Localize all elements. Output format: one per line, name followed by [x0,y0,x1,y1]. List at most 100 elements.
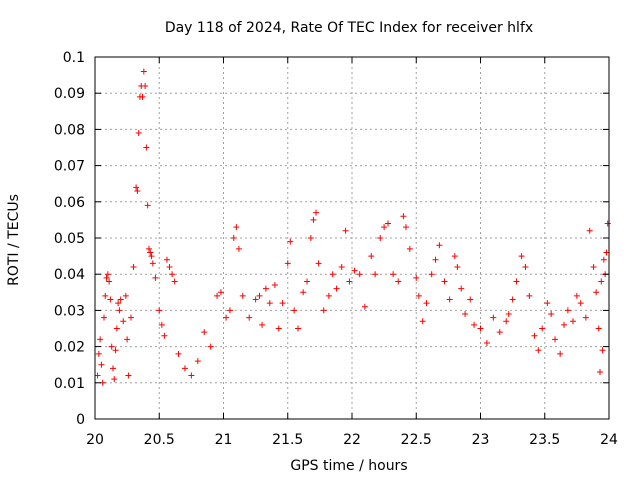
data-point [279,300,286,307]
data-point [320,307,327,314]
data-point [194,358,201,365]
data-point [166,263,173,270]
data-point [291,307,298,314]
data-point [451,253,458,260]
data-point [169,271,176,278]
y-tick-label: 0.1 [63,50,85,66]
data-point [329,271,336,278]
data-point [413,274,420,281]
data-point [535,347,542,354]
data-point [235,245,242,252]
data-point [406,245,413,252]
data-point [130,263,137,270]
data-point [490,314,497,321]
data-point [214,292,221,299]
data-point [544,300,551,307]
data-point [97,336,104,343]
data-point [144,202,151,209]
data-point [188,372,195,379]
data-point [233,224,240,231]
data-point [548,311,555,318]
data-point [446,296,453,303]
data-point [570,318,577,325]
data-point [595,325,602,332]
data-point [112,347,119,354]
data-point [140,68,147,75]
data-point [239,292,246,299]
data-point [361,303,368,310]
data-point [381,224,388,231]
y-tick-label: 0.09 [54,86,85,102]
data-point [597,368,604,375]
data-point [287,238,294,245]
data-point [124,336,131,343]
data-point [181,365,188,372]
y-axis-label: ROTI / TECUs [6,194,22,286]
data-point [117,296,124,303]
data-point [503,318,510,325]
data-point [313,209,320,216]
data-point [384,220,391,227]
data-point [400,213,407,220]
x-tick-label: 20 [86,432,104,448]
data-point [496,329,503,336]
data-point [428,271,435,278]
data-point [573,292,580,299]
data-point [577,300,584,307]
data-point [526,292,533,299]
data-point [462,311,469,318]
data-point [509,296,516,303]
data-point [109,365,116,372]
data-point [419,318,426,325]
data-point [175,350,182,357]
x-tick-label: 22.5 [401,432,432,448]
data-point [108,343,115,350]
data-point [395,278,402,285]
data-point [113,325,120,332]
data-point [139,93,146,100]
data-point [148,253,155,260]
data-point [338,263,345,270]
data-point [513,278,520,285]
axis-ticks [94,56,610,420]
y-tick-label: 0.04 [54,267,85,283]
data-point [252,296,259,303]
data-point [483,339,490,346]
data-point [256,292,263,299]
data-point [207,343,214,350]
data-point [590,263,597,270]
y-tick-labels: 0 0.01 0.02 0.03 0.04 0.05 0.06 0.07 0.08 0.09 0.1 [54,50,85,428]
data-point [107,296,114,303]
data-point [441,278,448,285]
data-point [603,249,610,256]
x-tick-labels: 20 20.5 21 21.5 22 22.5 23 23.5 24 [86,432,618,448]
y-tick-label: 0 [76,412,85,428]
data-point [149,260,156,267]
data-point [531,332,538,339]
chart-title: Day 118 of 2024, Rate Of TEC Index for r… [165,20,533,36]
data-point [102,292,109,299]
data-point [158,321,165,328]
data-point [163,256,170,263]
data-point [246,314,253,321]
data-point [604,220,611,227]
data-point [377,235,384,241]
data-point [271,282,278,289]
data-point [103,274,110,281]
data-point [310,216,317,223]
data-point [95,350,102,357]
data-point [127,314,134,321]
x-axis-label: GPS time / hours [290,458,407,474]
y-tick-label: 0.03 [54,303,85,319]
data-point [134,187,141,194]
data-point [152,274,159,281]
data-point [539,325,546,332]
y-tick-label: 0.02 [54,340,85,356]
data-point [342,227,349,234]
data-point [111,376,118,383]
data-point [552,336,559,343]
data-point [300,289,307,296]
data-point [259,321,266,328]
data-point [104,271,111,278]
